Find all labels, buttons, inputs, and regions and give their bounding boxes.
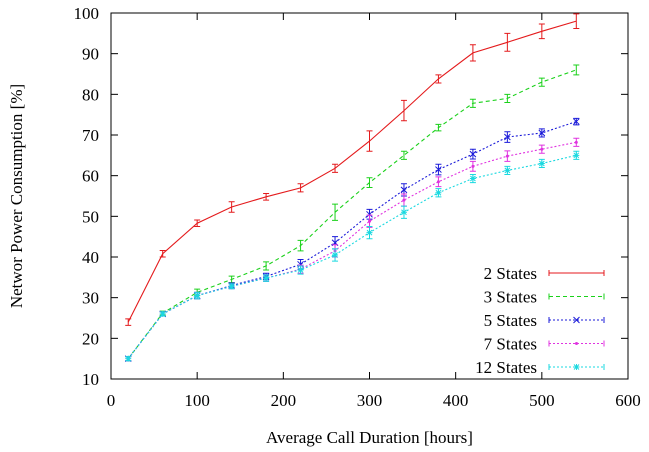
legend-marker [573,364,580,370]
legend-swatch-cap [548,340,605,347]
axis-ticks: 0 100 200 300 400 500 600 10 20 30 40 50 60 70 80 90 100 [74,4,641,410]
error-bar [228,201,235,213]
error-bar [469,44,476,62]
error-bar [297,239,304,252]
data-point [366,210,373,218]
data-point [572,118,580,125]
data-point [400,186,408,194]
legend-swatch-cap [548,270,605,276]
legend-label: 12 States [475,358,537,377]
legend-swatch-cap [548,364,605,370]
error-bar [400,150,407,160]
data-point [504,167,511,174]
data-point [368,219,371,223]
error-bar [573,64,580,76]
data-point [228,283,235,290]
legend-label: 7 States [484,335,537,354]
series-line [127,154,577,360]
data-point [538,160,545,167]
data-point [400,209,407,216]
series-layer [124,13,580,363]
error-bar [573,13,580,29]
data-point [297,267,304,274]
error-bar [538,23,545,40]
x-tick-label: 500 [529,391,555,410]
y-tick-label: 80 [82,85,99,104]
data-point [332,251,339,258]
data-point [159,310,166,317]
error-bar [469,98,476,108]
data-point [469,175,476,182]
y-tick-label: 10 [82,370,99,389]
error-bar [366,130,373,152]
error-bar [159,249,166,258]
y-tick-label: 90 [82,45,99,64]
error-bar [366,177,373,188]
series-line [127,20,577,323]
legend-label: 5 States [484,311,537,330]
data-point [573,152,580,159]
x-tick-label: 200 [271,391,297,410]
x-tick-label: 0 [107,391,116,410]
legend-label: 3 States [484,288,537,307]
y-tick-label: 40 [82,248,99,267]
error-bar [435,123,442,132]
data-point [402,198,406,202]
data-point [574,140,578,144]
y-tick-label: 20 [82,329,99,348]
error-bar [228,275,235,284]
error-bar [504,93,511,103]
legend-label: 2 States [484,264,537,283]
plot-frame [110,12,629,380]
series-line [127,69,577,360]
x-tick-label: 300 [357,391,383,410]
error-bar [263,193,270,201]
x-tick-label: 100 [184,391,210,410]
error-bar [125,318,132,326]
data-point [435,166,442,173]
y-tick-label: 30 [82,289,99,308]
series-5 [125,150,580,362]
data-point [436,180,440,184]
y-tick-label: 100 [74,4,100,23]
data-point [504,133,511,141]
x-axis-label: Average Call Duration [hours] [266,428,473,447]
y-axis-label: Networ Power Consumption [%] [7,84,26,308]
data-point [125,355,132,362]
data-point [435,189,442,196]
data-point [366,229,373,236]
error-bar [332,163,339,173]
data-point [540,147,544,151]
error-bar [297,183,304,193]
error-bar [263,261,270,271]
series-1 [125,13,580,326]
error-bar [435,74,442,84]
error-bar [504,32,511,52]
legend: 2 States 3 States 5 States 7 States 12 State… [475,264,605,377]
x-tick-label: 600 [615,391,641,410]
data-point [538,129,546,137]
data-point [263,275,270,282]
legend-swatch-cap [548,317,605,323]
x-tick-label: 400 [443,391,469,410]
error-bar [400,99,407,122]
error-bar [194,219,201,227]
legend-marker [575,342,578,345]
y-tick-label: 50 [82,207,99,226]
error-bar [332,203,339,221]
data-point [194,292,201,299]
data-point [471,164,475,168]
legend-marker [573,316,580,324]
error-bar [538,77,545,87]
data-point [469,150,477,158]
y-tick-label: 70 [82,126,99,145]
y-tick-label: 60 [82,167,99,186]
legend-swatch-cap [548,293,605,300]
data-point [505,154,509,158]
